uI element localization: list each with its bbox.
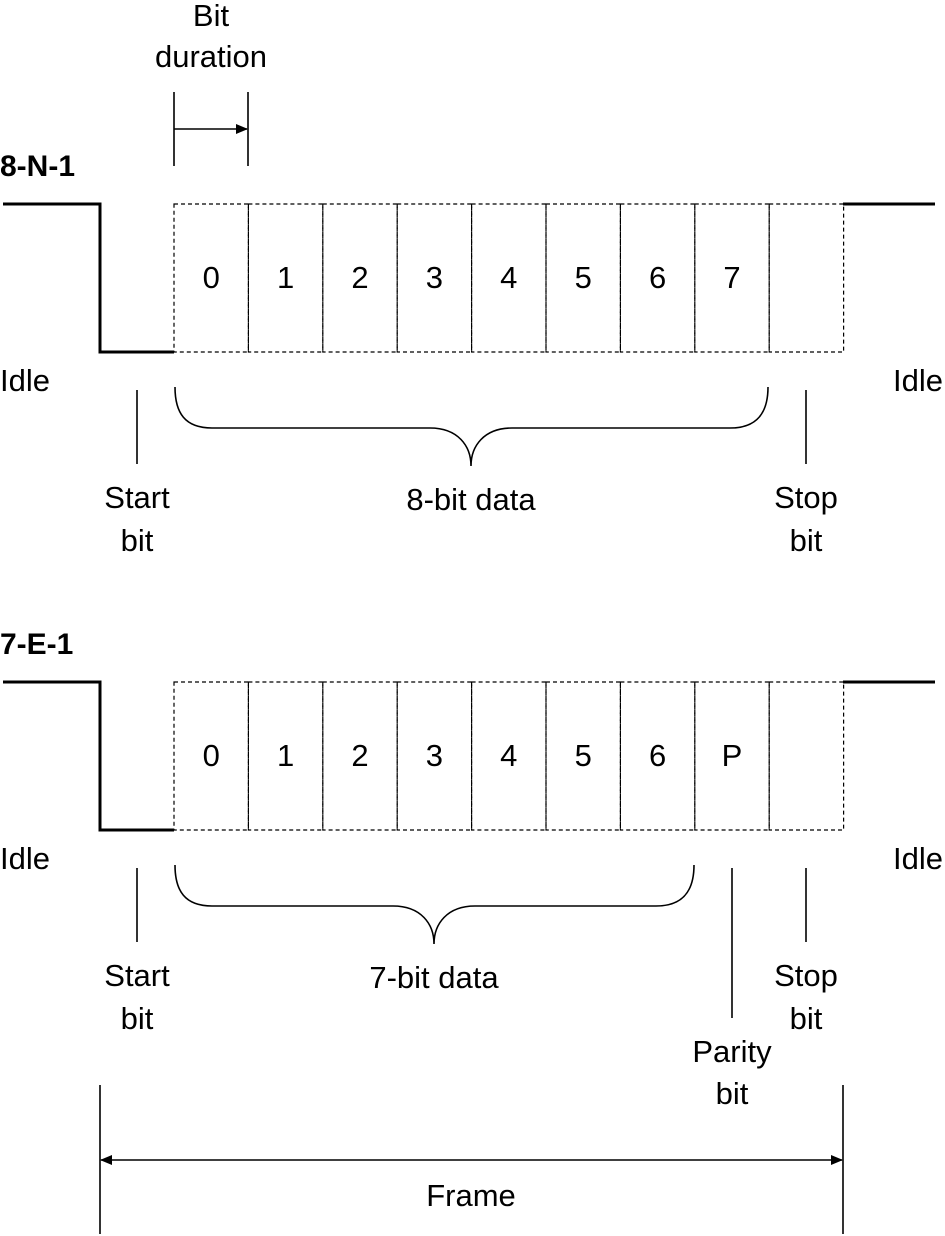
frame-8n1-cell [396,203,473,353]
frame-7e1-cell [545,681,622,831]
frame-7e1-data-brace [174,864,695,945]
frame-7e1-bit-label: 6 [649,738,666,773]
frame-8n1-data-label: 8-bit data [406,482,536,517]
frame-7e1-cell [619,681,696,831]
frame-8n1-start-label-line1: Start [104,480,170,515]
frame-8n1-cell [322,203,398,353]
frame-7e1-start-label-line1: Start [104,958,170,993]
frame-7e1-bit-label: 1 [277,738,294,773]
frame-8n1-stop-label-line2: bit [790,523,823,558]
frame-8n1-start-label-line2: bit [121,523,154,558]
frame-7e1-cell [247,681,324,831]
frame-8n1-bit-label: 7 [723,260,740,295]
frame-7e1-idle-left-label: Idle [0,841,50,876]
frame-8n1-title: 8-N-1 [0,150,75,183]
frame-7e1-bit-label: 0 [203,738,220,773]
frame-7e1-bit-label: 3 [426,738,443,773]
frame-7e1-parity-label-line1: Parity [692,1034,772,1069]
frame-7e1-stop-label-line1: Stop [774,958,838,993]
frame-7e1-bit-label: 5 [575,738,592,773]
frame-8n1-bit-label: 6 [649,260,666,295]
frame-span-label: Frame [426,1178,516,1213]
frame-8n1-signal-left [3,202,174,354]
frame-8n1-cell-labels: 0 1 2 3 4 5 6 7 [203,260,741,295]
bit-duration-indicator: Bit duration [155,0,267,166]
frame-8n1-idle-left-label: Idle [0,363,50,398]
frame-7e1-bit-label: 2 [351,738,368,773]
frame-8n1-bit-label: 5 [575,260,592,295]
frame-7e1-stop-cell [768,681,845,831]
frame-8n1-cells [173,203,845,353]
frame-8n1-data-brace [174,386,769,467]
frame-8n1-cell [545,203,622,353]
frame-7e1-bit-label: 4 [500,738,517,773]
frame-7e1-data-label: 7-bit data [369,960,499,995]
frame-8n1-cell [173,203,250,353]
bit-duration-label-line1: Bit [193,0,230,33]
frame-7e1-start-label-line2: bit [121,1001,154,1036]
frame-7e1-parity-label-line2: bit [716,1076,749,1111]
frame-8n1-cell [694,203,770,353]
frame-7e1-signal-left [3,680,174,832]
frame-8n1-cell [619,203,696,353]
frame-8n1-bit-label: 1 [277,260,294,295]
frame-span-indicator: Frame [99,1085,844,1234]
frame-8n1-bit-label: 2 [351,260,368,295]
frame-8n1-stop-label-line1: Stop [774,480,838,515]
frame-8n1-idle-right-label: Idle [893,363,943,398]
frame-7e1-idle-right-label: Idle [893,841,943,876]
frame-7e1-stop-label-line2: bit [790,1001,823,1036]
frame-8n1-cell [247,203,324,353]
bit-duration-label-line2: duration [155,39,267,74]
frame-7e1: 7-E-1 0 1 2 3 4 5 6 P Idle Idle [0,628,943,1111]
frame-8n1: 8-N-1 0 1 2 3 4 5 6 7 Idle Idle [0,150,943,558]
frame-7e1-cells [173,681,845,831]
frame-8n1-stop-cell [768,203,845,353]
frame-7e1-parity-label: P [722,738,743,773]
frame-7e1-parity-cell [694,681,770,831]
frame-8n1-cell [471,203,547,353]
frame-7e1-title: 7-E-1 [0,628,73,661]
frame-8n1-bit-label: 3 [426,260,443,295]
frame-7e1-cell-labels: 0 1 2 3 4 5 6 P [203,738,743,773]
frame-7e1-cell [322,681,398,831]
frame-7e1-cell [471,681,547,831]
frame-7e1-cell [173,681,250,831]
frame-8n1-bit-label: 4 [500,260,517,295]
frame-7e1-cell [396,681,473,831]
frame-8n1-bit-label: 0 [203,260,220,295]
